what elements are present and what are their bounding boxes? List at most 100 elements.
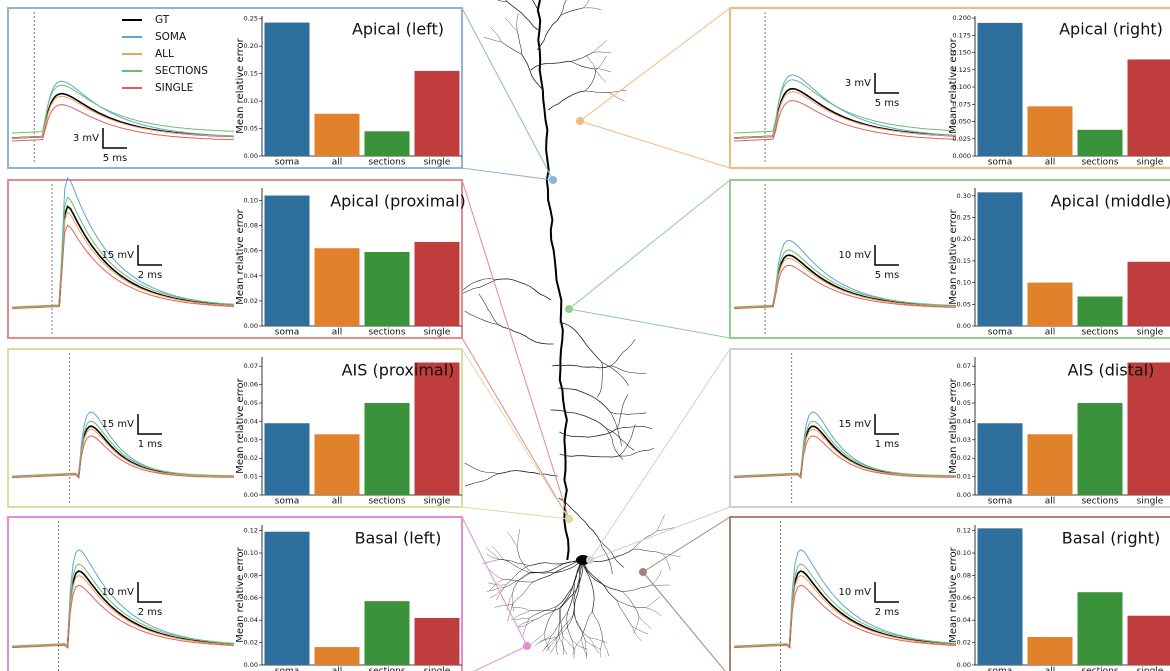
y-tick-label: 0.01 (957, 473, 971, 481)
scale-time: 2 ms (875, 607, 900, 618)
dendrite (496, 278, 551, 301)
dendrite (522, 618, 530, 636)
bar (1027, 106, 1073, 156)
dendrite (572, 640, 588, 650)
dendrite (529, 608, 560, 612)
y-tick-label: 0.05 (957, 300, 971, 308)
bar (1027, 282, 1073, 326)
dendrite (512, 581, 534, 605)
y-tick-label: 0.03 (244, 436, 258, 444)
dendrite (656, 527, 675, 532)
dendrite (559, 428, 618, 438)
y-tick-label: 0.03 (957, 436, 971, 444)
connector (473, 645, 528, 671)
dendrite (610, 412, 622, 447)
y-tick-label: 0.02 (244, 297, 258, 305)
dendrite (539, 636, 557, 643)
chart-title: Basal (right) (1062, 529, 1161, 548)
bar (1077, 296, 1123, 326)
dendrite (516, 528, 520, 547)
voltage-trace (11, 428, 234, 479)
bar (314, 248, 360, 326)
location-dot (586, 556, 594, 564)
bar (264, 531, 310, 665)
dendrite (528, 559, 583, 567)
neuron (462, 0, 681, 659)
y-tick-label: 0.08 (244, 571, 258, 579)
dendrite (486, 547, 500, 560)
dendrite (464, 473, 499, 487)
scale-voltage: 10 mV (839, 250, 872, 261)
connector (579, 7, 731, 122)
legend-label: SINGLE (155, 82, 193, 94)
bar (364, 251, 410, 326)
x-tick-label: soma (988, 667, 1012, 671)
y-tick-label: 0.00 (957, 661, 971, 669)
x-tick-label: all (1045, 667, 1056, 671)
connector (461, 516, 528, 647)
dendrite (631, 626, 649, 635)
connector (589, 348, 731, 561)
dendrite (611, 365, 647, 374)
dendrite (570, 51, 594, 62)
dendrite (584, 70, 597, 92)
dendrite (464, 462, 499, 474)
x-tick-label: soma (275, 328, 299, 338)
voltage-trace (11, 104, 235, 142)
y-tick-label: 0.04 (244, 417, 258, 425)
y-tick-label: 0.06 (244, 594, 258, 602)
dendrite (516, 546, 532, 573)
y-tick-label: 0.06 (957, 381, 971, 389)
y-tick-label: 0.10 (244, 97, 258, 105)
dendrite (567, 559, 583, 612)
y-tick-label: 0.175 (952, 31, 971, 39)
legend-label: GT (155, 14, 170, 26)
dendrite (498, 470, 558, 477)
scale-time: 5 ms (103, 153, 128, 164)
voltage-trace (11, 584, 235, 649)
voltage-trace (733, 264, 957, 310)
x-tick-label: soma (988, 158, 1012, 168)
scale-bar (874, 582, 899, 603)
x-tick-label: sections (368, 328, 405, 338)
bar (414, 362, 460, 495)
voltage-trace (11, 563, 235, 648)
bar (977, 192, 1023, 326)
voltage-trace (733, 584, 957, 649)
dendrite (608, 92, 625, 102)
dendrite (550, 611, 569, 637)
chart-title: Apical (middle) (1051, 192, 1170, 211)
voltage-trace (733, 91, 957, 139)
location-dot (565, 515, 573, 523)
dendrite (511, 618, 530, 620)
dendrite (494, 603, 513, 608)
bar (1077, 592, 1123, 665)
connector (461, 179, 570, 520)
dendrite (560, 559, 584, 608)
dendrite (616, 394, 629, 429)
dendrite (616, 600, 646, 608)
dendrite (631, 626, 642, 642)
dendrite (633, 548, 663, 555)
dendrite (512, 593, 514, 612)
scale-voltage: 3 mV (73, 133, 99, 144)
dendrite (645, 607, 662, 617)
dendrite (499, 559, 529, 566)
location-dot (565, 305, 573, 313)
voltage-trace (733, 257, 956, 309)
x-tick-label: single (424, 497, 451, 507)
connector (461, 348, 570, 520)
x-tick-label: soma (275, 158, 299, 168)
legend-label: SOMA (155, 31, 187, 43)
dendrite (513, 610, 530, 619)
dendrite (548, 90, 586, 111)
bar (314, 113, 360, 156)
y-tick-label: 0.075 (952, 100, 971, 108)
bar (977, 423, 1023, 495)
dendrite (512, 571, 532, 594)
voltage-trace (11, 211, 235, 309)
y-tick-label: 0.10 (244, 197, 258, 205)
bar (364, 131, 410, 156)
dendrite (559, 453, 620, 458)
y-tick-label: 0.150 (952, 49, 971, 57)
